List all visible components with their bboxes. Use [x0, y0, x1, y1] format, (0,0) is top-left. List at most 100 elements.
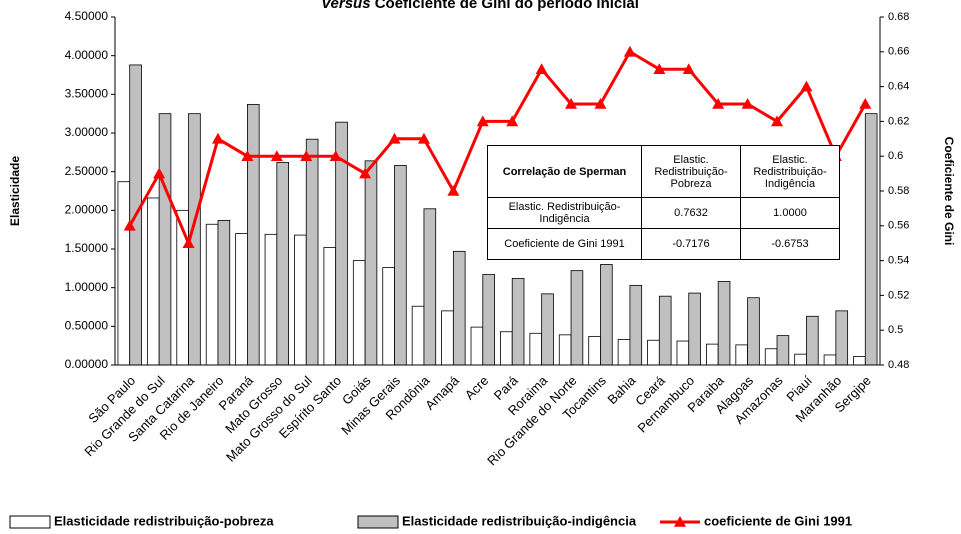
bar [364, 160, 378, 366]
bar [423, 208, 437, 366]
x-tick-label: Acre [462, 373, 492, 403]
bar [394, 165, 407, 366]
y-tick-label: 1.00000 [65, 280, 109, 294]
bar [629, 284, 643, 366]
marker [800, 80, 813, 92]
table-cell: Elastic. Redistribuição-Pobreza [641, 145, 741, 198]
y2-tick-label: 0.6 [888, 150, 903, 162]
y-tick-label: 0.50000 [65, 319, 109, 333]
marker [300, 150, 313, 161]
marker [182, 237, 195, 248]
bar [294, 234, 307, 366]
y2-tick-label: 0.64 [888, 81, 909, 93]
legend-label: coeficiente de Gini 1991 [704, 513, 852, 528]
bar [794, 353, 807, 366]
table-cell: -0.6753 [740, 228, 840, 260]
marker [712, 98, 725, 109]
bar [688, 292, 701, 366]
y-tick-label: 3.00000 [65, 125, 109, 139]
bar [717, 281, 731, 366]
y2-tick-label: 0.68 [888, 11, 909, 23]
legend-label: Elasticidade redistribuição-pobreza [54, 513, 274, 528]
bar [735, 344, 748, 366]
bar [323, 247, 337, 366]
bar [235, 233, 248, 366]
bar [529, 332, 543, 366]
y-tick-label: 4.00000 [65, 48, 109, 62]
y2-tick-label: 0.54 [888, 255, 909, 267]
bar [247, 103, 260, 366]
bar [500, 331, 513, 366]
table-cell: 0.7632 [641, 197, 741, 229]
legend-swatch [9, 515, 51, 529]
line [128, 49, 867, 248]
x-tick-label: Amapá [422, 372, 462, 412]
bar [588, 335, 601, 366]
marker [329, 150, 342, 161]
y-tick-label: 2.00000 [65, 203, 109, 217]
marker [153, 167, 166, 179]
y2-tick-label: 0.56 [888, 220, 909, 232]
y-tick-label: 0.00000 [65, 357, 109, 371]
bar [541, 293, 554, 366]
table-cell: Correlação de Sperman [487, 145, 642, 198]
bar [600, 264, 613, 366]
marker [211, 132, 224, 144]
marker [359, 167, 372, 179]
marker [535, 63, 548, 74]
title-part: Coeficiente de Gini do período inicial [375, 0, 639, 12]
table-cell: -0.7176 [641, 228, 741, 260]
bar [617, 339, 631, 366]
bar [470, 326, 484, 366]
bar [835, 310, 849, 366]
y-axis-title: Elasticidade [8, 156, 22, 226]
bar [411, 305, 425, 366]
bar [747, 297, 760, 366]
y2-tick-label: 0.5 [888, 324, 903, 336]
y-tick-label: 3.50000 [65, 87, 109, 101]
legend-swatch [357, 515, 399, 529]
bar [853, 356, 866, 366]
marker [623, 45, 636, 57]
table-row: Elastic. Redistribuição-Indigência 0.7632… [487, 197, 840, 229]
bar [176, 209, 189, 366]
marker [682, 63, 695, 74]
bar [205, 223, 219, 366]
bar [158, 113, 172, 366]
bar [305, 138, 319, 366]
y-tick-label: 2.50000 [65, 164, 109, 178]
bar [706, 343, 719, 366]
chart-title: Versus Coeficiente de Gini do período in… [321, 0, 639, 12]
y-tick-label: 4.50000 [65, 9, 109, 23]
bar [441, 310, 454, 366]
bar [776, 335, 790, 366]
bar [352, 260, 366, 366]
bar [764, 348, 778, 366]
y2-tick-label: 0.66 [888, 46, 909, 58]
correlation-table: Correlação de Sperman Elastic. Redistribu… [487, 145, 840, 260]
table-row: Coeficiente de Gini 1991 -0.7176 -0.6753 [487, 228, 840, 260]
bar [117, 181, 131, 366]
marker [417, 132, 430, 144]
legend-swatch [674, 516, 686, 527]
bar [146, 197, 160, 366]
table-cell: Coeficiente de Gini 1991 [487, 228, 642, 260]
marker [123, 219, 136, 231]
bar [570, 270, 584, 366]
marker [741, 98, 754, 109]
marker [565, 98, 578, 109]
table-cell: Elastic. Redistribuição-Indigência [487, 197, 642, 229]
bar [276, 161, 289, 366]
marker [653, 63, 666, 74]
y2-tick-label: 0.58 [888, 185, 909, 197]
marker [388, 132, 401, 144]
table-row: Correlação de Sperman Elastic. Redistribu… [487, 145, 840, 198]
marker [859, 98, 872, 109]
bar [658, 295, 672, 366]
bar [823, 354, 837, 366]
y2-tick-label: 0.48 [888, 359, 909, 371]
marker [771, 115, 784, 127]
y2-tick-label: 0.52 [888, 289, 909, 301]
